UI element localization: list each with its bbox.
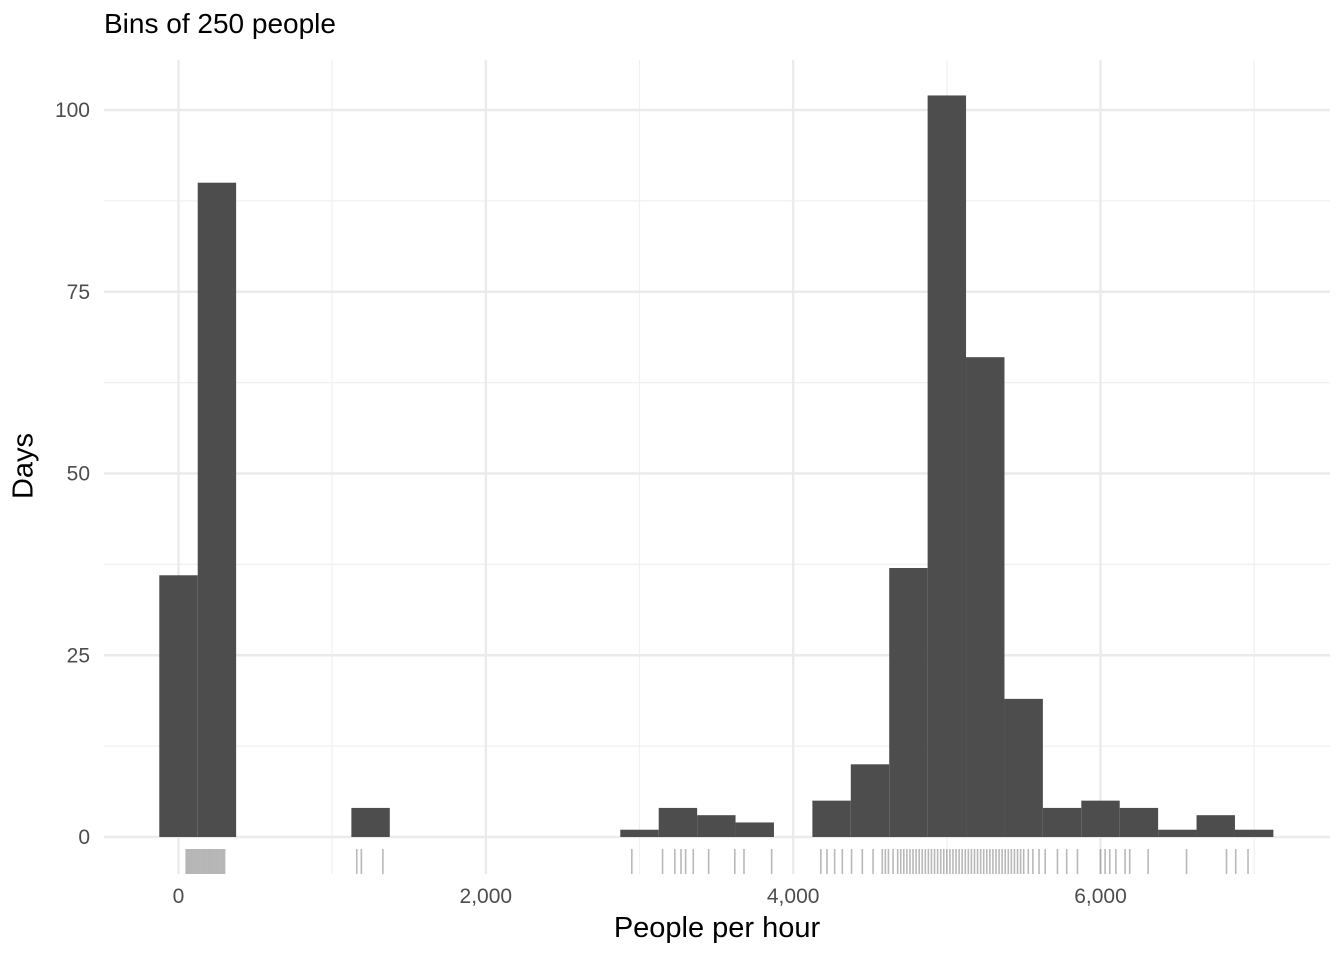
histogram-bar (812, 800, 851, 837)
histogram-bar (1004, 698, 1043, 837)
x-tick-label: 4,000 (767, 885, 820, 908)
histogram-bar (697, 815, 736, 837)
histogram-bar (735, 822, 774, 837)
histogram-bar (1196, 815, 1235, 837)
histogram-bars (159, 95, 1274, 837)
y-axis-title: Days (7, 432, 40, 500)
y-tick-label: 0 (78, 826, 90, 849)
chart-title: Bins of 250 people (104, 8, 336, 39)
histogram-bar (620, 829, 659, 837)
histogram-bar (1042, 807, 1082, 837)
minor-gridlines (104, 60, 1330, 874)
histogram-bar (1234, 829, 1274, 837)
histogram-bar (889, 568, 928, 837)
y-tick-label: 100 (55, 99, 90, 122)
rug-marks (185, 849, 1249, 874)
x-tick-label: 2,000 (460, 885, 513, 908)
histogram-bar (1158, 829, 1197, 837)
histogram-bar (658, 807, 698, 837)
y-tick-label: 75 (67, 281, 90, 304)
x-axis-tick-labels: 0 2,000 4,000 6,000 (173, 885, 1127, 908)
histogram-bar (351, 807, 390, 837)
histogram-bar (927, 95, 967, 837)
y-axis-tick-labels: 0 25 50 75 100 (55, 99, 90, 849)
x-axis-title: People per hour (613, 912, 821, 944)
histogram-bar (966, 357, 1005, 837)
histogram-bar (197, 182, 237, 837)
histogram-bar (1081, 800, 1120, 837)
x-tick-label: 0 (173, 885, 185, 908)
histogram-bar (850, 764, 890, 837)
y-tick-label: 25 (67, 644, 90, 667)
y-tick-label: 50 (67, 463, 90, 486)
histogram-bar (159, 575, 198, 837)
histogram-bar (1119, 807, 1159, 837)
x-tick-label: 6,000 (1074, 885, 1127, 908)
major-gridlines (104, 60, 1330, 874)
